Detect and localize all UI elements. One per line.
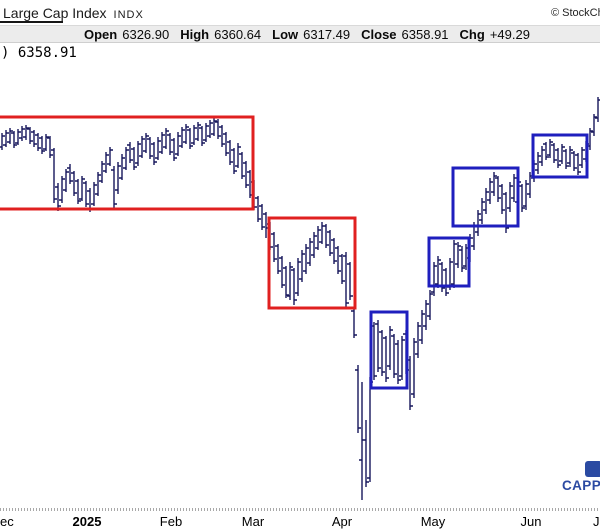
annotation-box-2 (267, 216, 357, 310)
annotation-box-1 (0, 115, 255, 211)
annotation-box-6 (531, 133, 589, 179)
page-title: Large Cap Index (3, 5, 107, 21)
legend-fragment: ) 6358.91 (1, 45, 77, 61)
axis-label-ec: ec (0, 514, 14, 529)
ohlc-high: High 6360.64 (180, 26, 262, 42)
copyright-notice: © StockCh (551, 7, 600, 19)
axis-label-2025: 2025 (72, 514, 102, 529)
annotation-box-5 (451, 166, 520, 228)
axis-label-jun: Jun (520, 514, 542, 529)
axis-label-mar: Mar (241, 514, 265, 529)
ohlc-bars (0, 97, 600, 500)
axis-label-feb: Feb (159, 514, 183, 529)
chart-header: Large Cap Index INDX (3, 5, 144, 23)
ohlc-chg: Chg +49.29 (459, 26, 530, 42)
axis-label-may: May (420, 514, 446, 529)
annotation-box-4 (427, 236, 471, 288)
axis-label-apr: Apr (331, 514, 353, 529)
watermark-logo-icon (585, 461, 600, 477)
symbol-suffix: INDX (113, 9, 144, 21)
header-rule-fragment (0, 21, 63, 23)
ohlc-close: Close 6358.91 (361, 26, 449, 42)
watermark-text: CAPP (562, 478, 600, 493)
ohlc-low: Low 6317.49 (272, 26, 351, 42)
ohlc-open: Open 6326.90 (84, 26, 170, 42)
ohlc-strip: Open 6326.90 High 6360.64 Low 6317.49 Close 635… (0, 25, 600, 43)
axis-label-jul: Jul (593, 514, 600, 529)
annotation-box-3 (369, 310, 409, 390)
x-axis-line (0, 508, 600, 511)
